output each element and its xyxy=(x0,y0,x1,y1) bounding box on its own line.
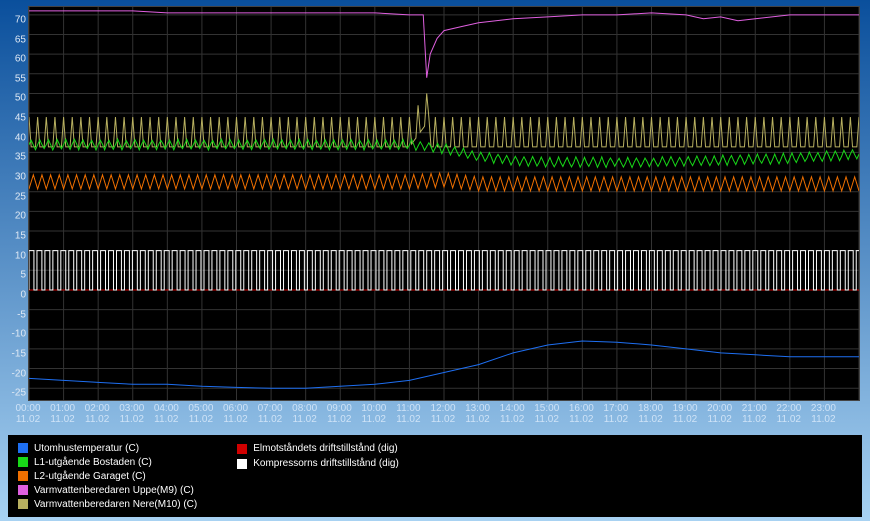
chart-svg xyxy=(29,7,859,400)
legend-swatch xyxy=(18,457,28,467)
y-tick-label: -25 xyxy=(12,388,26,399)
x-tick-label: 05:0011.02 xyxy=(188,403,213,425)
x-axis: 00:0011.0201:0011.0202:0011.0203:0011.02… xyxy=(28,403,860,431)
legend-column: Utomhustemperatur (C) L1-utgående Bostade… xyxy=(18,441,197,511)
y-tick-label: 50 xyxy=(15,93,26,104)
legend-column: Elmotståndets driftstillstånd (dig) Kompr… xyxy=(237,441,399,511)
legend-swatch xyxy=(18,443,28,453)
legend-item: Kompressorns driftstillstånd (dig) xyxy=(237,456,399,471)
x-tick-label: 16:0011.02 xyxy=(569,403,594,425)
x-tick-label: 17:0011.02 xyxy=(603,403,628,425)
y-tick-label: 55 xyxy=(15,73,26,84)
x-tick-label: 02:0011.02 xyxy=(85,403,110,425)
legend-item: Varmvattenberedaren Uppe(M9) (C) xyxy=(18,483,197,497)
y-tick-label: 40 xyxy=(15,132,26,143)
legend-swatch xyxy=(237,459,247,469)
x-tick-label: 23:0011.02 xyxy=(811,403,836,425)
legend-swatch xyxy=(18,471,28,481)
y-tick-label: 15 xyxy=(15,231,26,242)
x-tick-label: 15:0011.02 xyxy=(534,403,559,425)
x-tick-label: 09:0011.02 xyxy=(327,403,352,425)
y-tick-label: -20 xyxy=(12,368,26,379)
y-tick-label: 45 xyxy=(15,113,26,124)
y-tick-label: 70 xyxy=(15,14,26,25)
y-tick-label: -5 xyxy=(17,309,26,320)
x-tick-label: 21:0011.02 xyxy=(742,403,767,425)
legend-label: Utomhustemperatur (C) xyxy=(34,443,139,454)
y-tick-label: 10 xyxy=(15,250,26,261)
legend-item: Varmvattenberedaren Nere(M10) (C) xyxy=(18,497,197,511)
x-tick-label: 13:0011.02 xyxy=(465,403,490,425)
y-tick-label: 35 xyxy=(15,152,26,163)
x-tick-label: 12:0011.02 xyxy=(430,403,455,425)
y-tick-label: 20 xyxy=(15,211,26,222)
plot-area xyxy=(28,6,860,401)
legend-item: Elmotståndets driftstillstånd (dig) xyxy=(237,441,399,456)
x-tick-label: 07:0011.02 xyxy=(258,403,283,425)
y-tick-label: 0 xyxy=(20,289,26,300)
legend-label: L2-utgående Garaget (C) xyxy=(34,471,146,482)
x-tick-label: 03:0011.02 xyxy=(119,403,144,425)
legend-label: Elmotståndets driftstillstånd (dig) xyxy=(253,443,398,454)
x-tick-label: 11:0011.02 xyxy=(396,403,420,425)
y-tick-label: 60 xyxy=(15,54,26,65)
y-tick-label: -15 xyxy=(12,348,26,359)
x-tick-label: 08:0011.02 xyxy=(292,403,317,425)
x-tick-label: 01:0011.02 xyxy=(50,403,75,425)
x-tick-label: 00:0011.02 xyxy=(15,403,40,425)
legend-item: L1-utgående Bostaden (C) xyxy=(18,455,197,469)
x-tick-label: 20:0011.02 xyxy=(707,403,732,425)
x-tick-label: 06:0011.02 xyxy=(223,403,248,425)
chart-page: -25 -20 -15 -10 -5 0 5 10 15 20 25 30 35 40 45 50 55 60 65… xyxy=(0,0,870,521)
legend-label: Varmvattenberedaren Nere(M10) (C) xyxy=(34,499,197,510)
y-tick-label: 5 xyxy=(20,270,26,281)
y-tick-label: 30 xyxy=(15,172,26,183)
y-tick-label: -10 xyxy=(12,329,26,340)
legend-swatch xyxy=(18,485,28,495)
x-tick-label: 14:0011.02 xyxy=(500,403,525,425)
x-tick-label: 18:0011.02 xyxy=(638,403,663,425)
y-tick-label: 25 xyxy=(15,191,26,202)
legend-label: L1-utgående Bostaden (C) xyxy=(34,457,152,468)
legend-swatch xyxy=(18,499,28,509)
legend-label: Kompressorns driftstillstånd (dig) xyxy=(253,458,399,469)
x-tick-label: 22:0011.02 xyxy=(776,403,801,425)
x-tick-label: 19:0011.02 xyxy=(673,403,698,425)
y-tick-label: 65 xyxy=(15,34,26,45)
x-tick-label: 04:0011.02 xyxy=(154,403,179,425)
legend-label: Varmvattenberedaren Uppe(M9) (C) xyxy=(34,485,194,496)
x-tick-label: 10:0011.02 xyxy=(361,403,386,425)
legend-item: L2-utgående Garaget (C) xyxy=(18,469,197,483)
legend-item: Utomhustemperatur (C) xyxy=(18,441,197,455)
y-axis: -25 -20 -15 -10 -5 0 5 10 15 20 25 30 35 40 45 50 55 60 65… xyxy=(0,6,28,401)
legend: Utomhustemperatur (C) L1-utgående Bostade… xyxy=(8,435,862,517)
legend-swatch xyxy=(237,444,247,454)
